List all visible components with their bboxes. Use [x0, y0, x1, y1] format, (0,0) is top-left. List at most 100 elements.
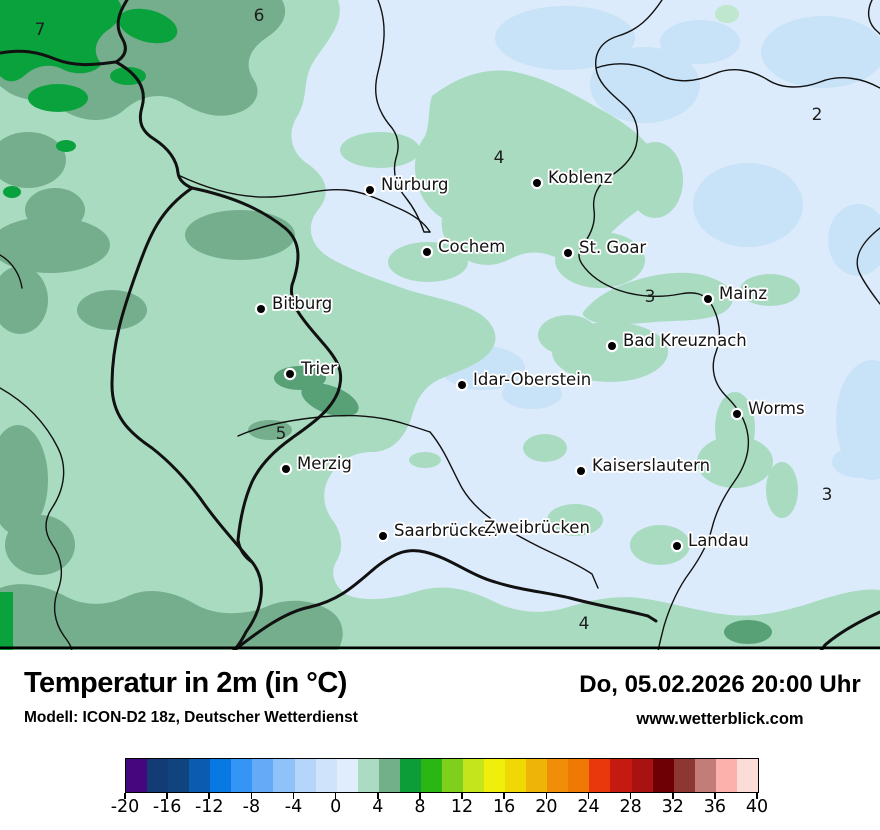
- legend-tick-mark: [714, 792, 716, 799]
- legend-color-cell: [378, 759, 400, 792]
- isotherm-value-label: 4: [493, 148, 505, 168]
- website-url: www.wetterblick.com: [636, 710, 804, 728]
- city-dot: [366, 186, 374, 194]
- legend-color-cell: [715, 759, 737, 792]
- legend-tick-label: -8: [242, 797, 261, 817]
- temperature-map: Nürburg Koblenz Cochem St. Goar Bitburg Mainz…: [0, 0, 880, 650]
- city-label: Mainz: [719, 284, 768, 303]
- city-label: Nürburg: [381, 175, 449, 194]
- city-dot: [577, 467, 585, 475]
- isotherm-value-label: 7: [34, 20, 46, 40]
- warm-green-regions: [0, 0, 178, 650]
- city-dot: [673, 542, 681, 550]
- city-dot: [458, 381, 466, 389]
- city-label: Kaiserslautern: [592, 456, 711, 475]
- legend-color-cell: [231, 759, 253, 792]
- map-frame-bottom: [0, 646, 880, 650]
- model-subtitle: Modell: ICON-D2 18z, Deutscher Wetterdie…: [24, 709, 358, 726]
- legend-color-cell: [441, 759, 463, 792]
- city-dot: [423, 248, 431, 256]
- city-label: Saarbrücken: [394, 521, 498, 540]
- legend-color-cell: [315, 759, 337, 792]
- city-label: Cochem: [438, 237, 506, 256]
- legend-tick-mark: [208, 792, 211, 799]
- legend-color-cell: [547, 759, 569, 792]
- cool-air-patches: [430, 6, 880, 480]
- legend-color-cell: [610, 759, 632, 792]
- legend-color-cell: [463, 759, 485, 792]
- country-borders: [0, 0, 880, 650]
- isotherm-value-label: 5: [275, 424, 287, 444]
- legend-color-cell: [568, 759, 590, 792]
- city-dot: [564, 249, 572, 257]
- city-label: Worms: [748, 399, 805, 418]
- legend-color-cell: [420, 759, 442, 792]
- legend-tick-mark: [545, 792, 548, 799]
- legend-tick-mark: [461, 792, 463, 799]
- city-label: Trier: [301, 359, 337, 378]
- legend-tick-mark: [292, 792, 295, 799]
- isotherm-value-label: 2: [811, 105, 823, 125]
- legend-color-cell: [210, 759, 232, 792]
- isotherm-value-label: 4: [578, 614, 590, 634]
- page-title: Temperatur in 2m (in °C): [24, 667, 347, 699]
- legend-tick-label: 28: [619, 797, 642, 817]
- isotherm-value-label: 6: [253, 6, 265, 26]
- legend-tick-mark: [334, 792, 337, 799]
- legend-tick-mark: [587, 792, 590, 799]
- legend-tick-label: -4: [284, 797, 303, 817]
- legend-color-cell: [252, 759, 274, 792]
- city-dot: [379, 532, 387, 540]
- city-dot: [282, 465, 290, 473]
- valid-datetime: Do, 05.02.2026 20:00 Uhr: [579, 671, 861, 698]
- mild-green-regions: [0, 0, 880, 650]
- legend-color-cell: [526, 759, 548, 792]
- legend-color-cell: [505, 759, 527, 792]
- legend-color-cell: [168, 759, 190, 792]
- legend-tick-mark: [250, 792, 253, 799]
- city-label: Idar-Oberstein: [473, 370, 592, 389]
- legend-tick-mark: [671, 792, 674, 799]
- legend-tick-label: 4: [372, 797, 384, 817]
- legend-color-cell: [399, 759, 421, 792]
- legend-tick-label: 32: [661, 797, 684, 817]
- legend-tick-mark: [377, 792, 379, 799]
- legend-tick-mark: [124, 792, 126, 799]
- legend-tick-mark: [629, 792, 632, 799]
- legend-tick-label: -12: [194, 797, 224, 817]
- legend-tick-mark: [756, 792, 758, 799]
- city-dot: [286, 370, 294, 378]
- isotherm-value-label: 3: [821, 485, 833, 505]
- legend-tick-label: 12: [450, 797, 474, 817]
- legend-tick-label: 8: [414, 797, 426, 817]
- city-dot: [608, 342, 616, 350]
- legend-tick-label: 36: [703, 797, 726, 817]
- legend-tick-mark: [166, 792, 168, 799]
- legend-tick-label: 24: [577, 797, 600, 817]
- legend-color-cell: [126, 759, 148, 792]
- city-dot: [533, 179, 541, 187]
- city-label: Landau: [688, 531, 749, 550]
- legend-tick-label: 20: [535, 797, 558, 817]
- legend-color-cell: [652, 759, 674, 792]
- legend-tick-label: -16: [152, 797, 182, 817]
- legend-color-cell: [357, 759, 379, 792]
- city-dot: [733, 410, 741, 418]
- city-label: Merzig: [297, 454, 352, 473]
- legend-tick-mark: [419, 792, 421, 799]
- legend-color-cell: [273, 759, 295, 792]
- legend-color-cell: [147, 759, 169, 792]
- legend-color-cell: [736, 759, 758, 792]
- city-dot: [257, 305, 265, 313]
- legend-color-cell: [631, 759, 653, 792]
- legend-color-cell: [694, 759, 716, 792]
- city-dot: [704, 295, 712, 303]
- legend-tick-label: -20: [110, 797, 140, 817]
- legend-tick-label: 16: [493, 797, 516, 817]
- color-scale-legend: -20 -16 -12 -8 -4 0 4 8 12 16 20 24 28 32 36 40: [0, 750, 880, 830]
- legend-tick-label: 40: [745, 797, 769, 817]
- city-label: Bitburg: [272, 294, 333, 313]
- isotherm-value-label: 3: [644, 287, 656, 307]
- legend-color-cell: [189, 759, 211, 792]
